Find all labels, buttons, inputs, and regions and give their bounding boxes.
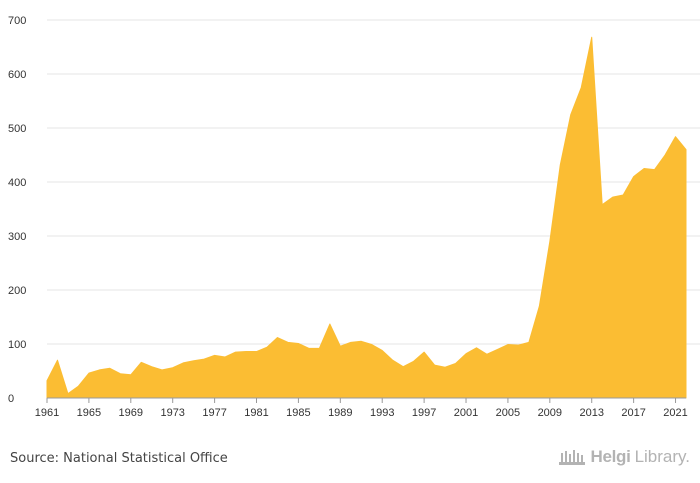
source-note: Source: National Statistical Office <box>10 451 228 466</box>
area-chart: 1961 1965 1969 1973 1977 1981 1985 1989 1993 1997… <box>8 15 700 419</box>
brand-name: Helgi <box>590 447 631 466</box>
x-tick-label: 2017 <box>621 407 645 419</box>
x-tick-label: 1985 <box>286 407 310 419</box>
y-axis: 0 100 200 300 400 500 600 700 <box>8 15 26 405</box>
y-tick-label: 600 <box>8 69 26 81</box>
y-tick-label: 300 <box>8 231 26 243</box>
y-tick-label: 500 <box>8 123 26 135</box>
y-tick-label: 200 <box>8 285 26 297</box>
x-tick-label: 1973 <box>160 407 184 419</box>
brand-suffix: Library. <box>634 447 690 466</box>
y-tick-label: 700 <box>8 15 26 27</box>
x-tick-label: 1997 <box>412 407 436 419</box>
plot-area <box>46 36 687 399</box>
library-building-icon <box>558 450 585 465</box>
x-axis: 1961 1965 1969 1973 1977 1981 1985 1989 1993 1997… <box>35 397 688 419</box>
grid <box>47 19 700 345</box>
y-tick-label: 400 <box>8 177 26 189</box>
x-tick-label: 2001 <box>454 407 478 419</box>
x-tick-label: 1965 <box>77 407 101 419</box>
x-tick-label: 1969 <box>119 407 143 419</box>
area-series <box>46 36 687 399</box>
x-tick-label: 1961 <box>35 407 59 419</box>
x-tick-label: 2005 <box>496 407 520 419</box>
y-tick-label: 0 <box>8 393 14 405</box>
x-tick-label: 1977 <box>202 407 226 419</box>
x-tick-label: 2021 <box>663 407 687 419</box>
x-tick-label: 2009 <box>538 407 562 419</box>
brand-logo: Helgi Library. <box>557 447 690 467</box>
x-tick-label: 1981 <box>244 407 268 419</box>
y-tick-label: 100 <box>8 339 26 351</box>
x-tick-label: 1989 <box>328 407 352 419</box>
x-tick-label: 2013 <box>579 407 603 419</box>
x-tick-label: 1993 <box>370 407 394 419</box>
